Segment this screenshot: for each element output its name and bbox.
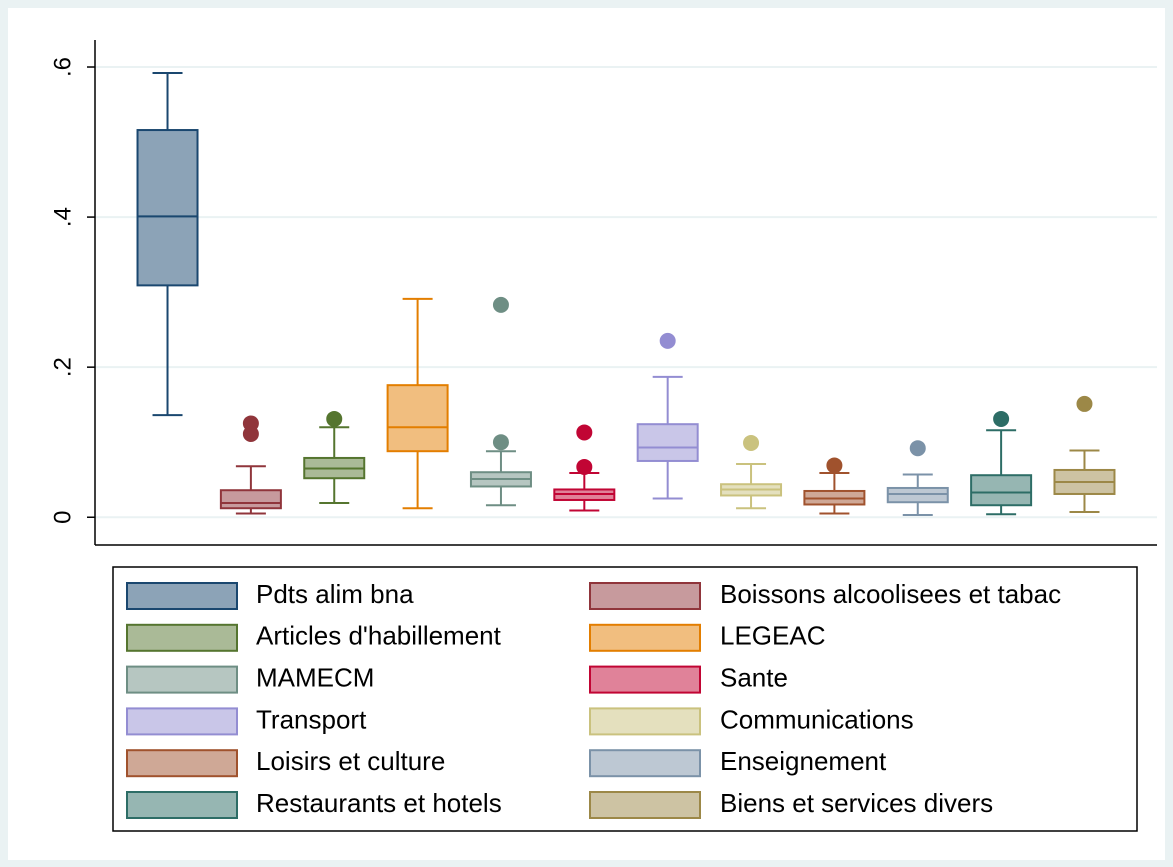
- legend-swatch: [126, 665, 238, 694]
- legend-label: Biens et services divers: [720, 788, 993, 818]
- legend-swatch: [589, 665, 701, 694]
- legend-label: LEGEAC: [720, 621, 826, 651]
- box: [386, 384, 449, 453]
- legend-swatch: [126, 749, 238, 778]
- legend-label: Enseignement: [720, 746, 887, 776]
- y-tick-label: .2: [49, 357, 76, 377]
- outlier: [659, 332, 676, 349]
- legend-label: Restaurants et hotels: [256, 788, 502, 818]
- legend-label: Transport: [256, 704, 367, 734]
- y-tick-label: .6: [49, 57, 76, 77]
- box: [970, 474, 1033, 507]
- legend-swatch: [589, 791, 701, 819]
- legend-swatch: [126, 707, 238, 736]
- legend-swatch: [126, 791, 238, 819]
- legend-swatch: [126, 582, 238, 610]
- legend-label: Sante: [720, 662, 788, 692]
- outlier: [492, 296, 509, 313]
- outlier: [576, 424, 593, 441]
- legend-swatch: [589, 582, 701, 610]
- legend-label: Articles d'habillement: [256, 621, 502, 651]
- y-tick-label: .4: [49, 207, 76, 227]
- legend-label: Loisirs et culture: [256, 746, 445, 776]
- y-tick-label: 0: [49, 511, 76, 524]
- legend-box: [112, 566, 1138, 832]
- legend-swatch: [589, 707, 701, 736]
- legend-label: Boissons alcoolisees et tabac: [720, 579, 1061, 609]
- box: [886, 486, 949, 504]
- legend-label: MAMECM: [256, 662, 374, 692]
- outlier: [576, 458, 593, 475]
- legend-swatch: [589, 623, 701, 652]
- legend-swatch: [126, 623, 238, 652]
- legend-swatch: [589, 749, 701, 778]
- outlier: [743, 434, 760, 451]
- outlier: [326, 410, 343, 427]
- outlier: [909, 440, 926, 457]
- box: [219, 489, 282, 510]
- outlier: [242, 425, 259, 442]
- outlier: [826, 457, 843, 474]
- outlier: [993, 410, 1010, 427]
- legend-label: Communications: [720, 704, 914, 734]
- outlier: [1076, 395, 1093, 412]
- legend-label: Pdts alim bna: [256, 579, 414, 609]
- outlier: [492, 434, 509, 451]
- box: [636, 423, 699, 462]
- box: [136, 129, 199, 287]
